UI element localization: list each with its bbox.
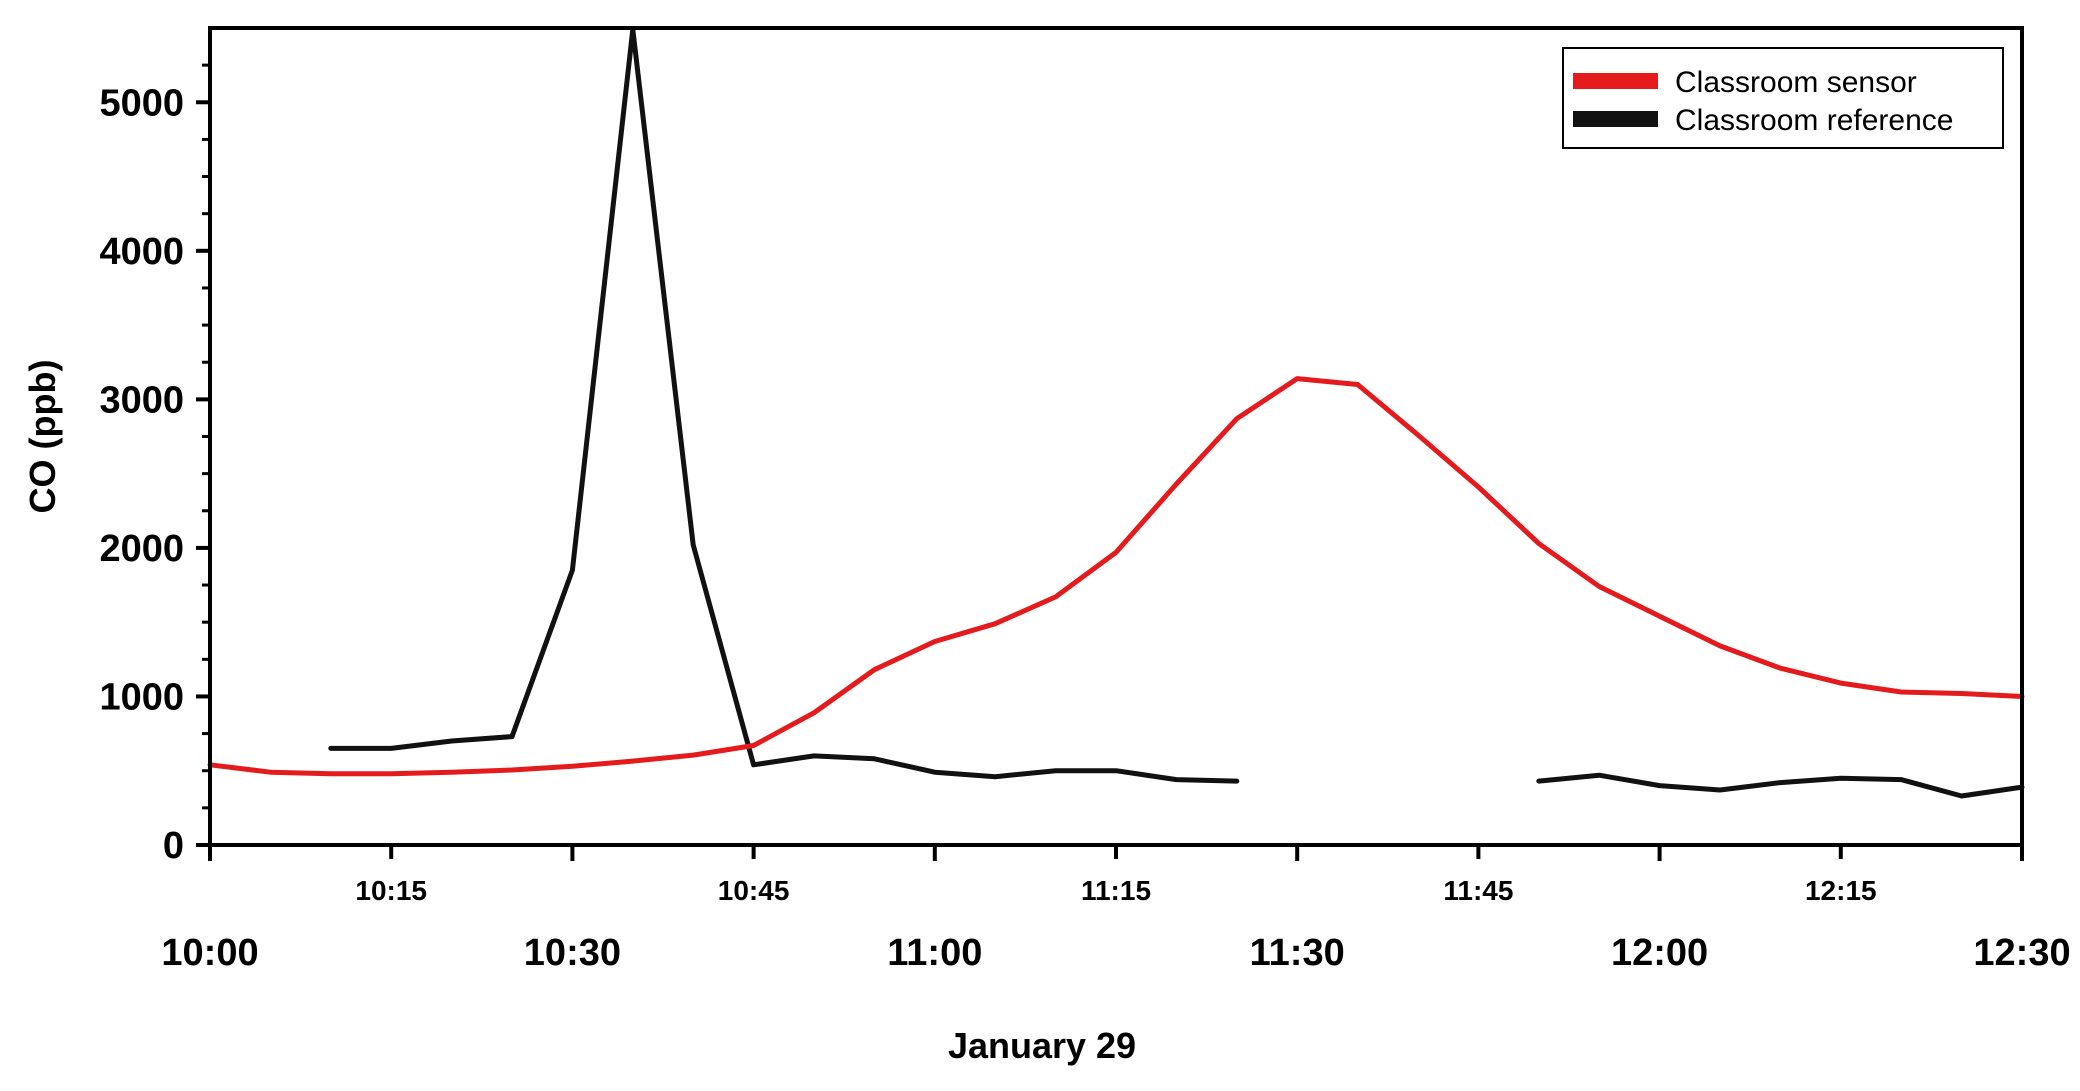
y-tick-label: 1000 xyxy=(99,676,184,718)
x-major-tick-label: 11:30 xyxy=(1250,932,1345,974)
plot-frame xyxy=(208,26,2024,847)
y-tick-label: 2000 xyxy=(99,528,184,570)
legend-swatch xyxy=(1573,111,1658,127)
legend-swatch xyxy=(1573,73,1658,89)
plot-lines xyxy=(207,27,2025,799)
x-major-tick-label: 11:00 xyxy=(887,932,982,974)
series-line xyxy=(328,27,1240,784)
series-line xyxy=(1536,772,2025,799)
x-minor-tick-label: 11:45 xyxy=(1443,875,1513,906)
x-minor-tick-label: 11:15 xyxy=(1081,875,1151,906)
x-minor-tick-label: 10:45 xyxy=(718,875,790,906)
legend-label: Classroom sensor xyxy=(1675,66,1917,99)
x-major-tick-label: 10:30 xyxy=(524,932,621,974)
legend-box xyxy=(1562,47,2004,149)
series-line xyxy=(207,376,2025,777)
x-major-tick-label: 12:30 xyxy=(1973,932,2070,974)
x-axis-title: January 29 xyxy=(948,1025,1136,1066)
x-major-tick-label: 12:00 xyxy=(1611,932,1708,974)
y-tick-label: 0 xyxy=(163,825,184,867)
x-minor-tick-label: 12:15 xyxy=(1805,875,1877,906)
y-tick-label: 3000 xyxy=(99,379,184,421)
axes: 0 1000 2000 3000 4000 5000 10:00 10:30 11:00 11:3… xyxy=(99,63,2071,974)
y-tick-label: 4000 xyxy=(99,231,184,273)
legend: Classroom sensor Classroom reference xyxy=(1562,47,2004,149)
y-axis-title: CO (ppb) xyxy=(22,360,63,514)
y-tick-label: 5000 xyxy=(99,82,184,124)
x-major-tick-label: 10:00 xyxy=(161,932,258,974)
x-minor-tick-label: 10:15 xyxy=(355,875,427,906)
legend-label: Classroom reference xyxy=(1675,104,1953,137)
